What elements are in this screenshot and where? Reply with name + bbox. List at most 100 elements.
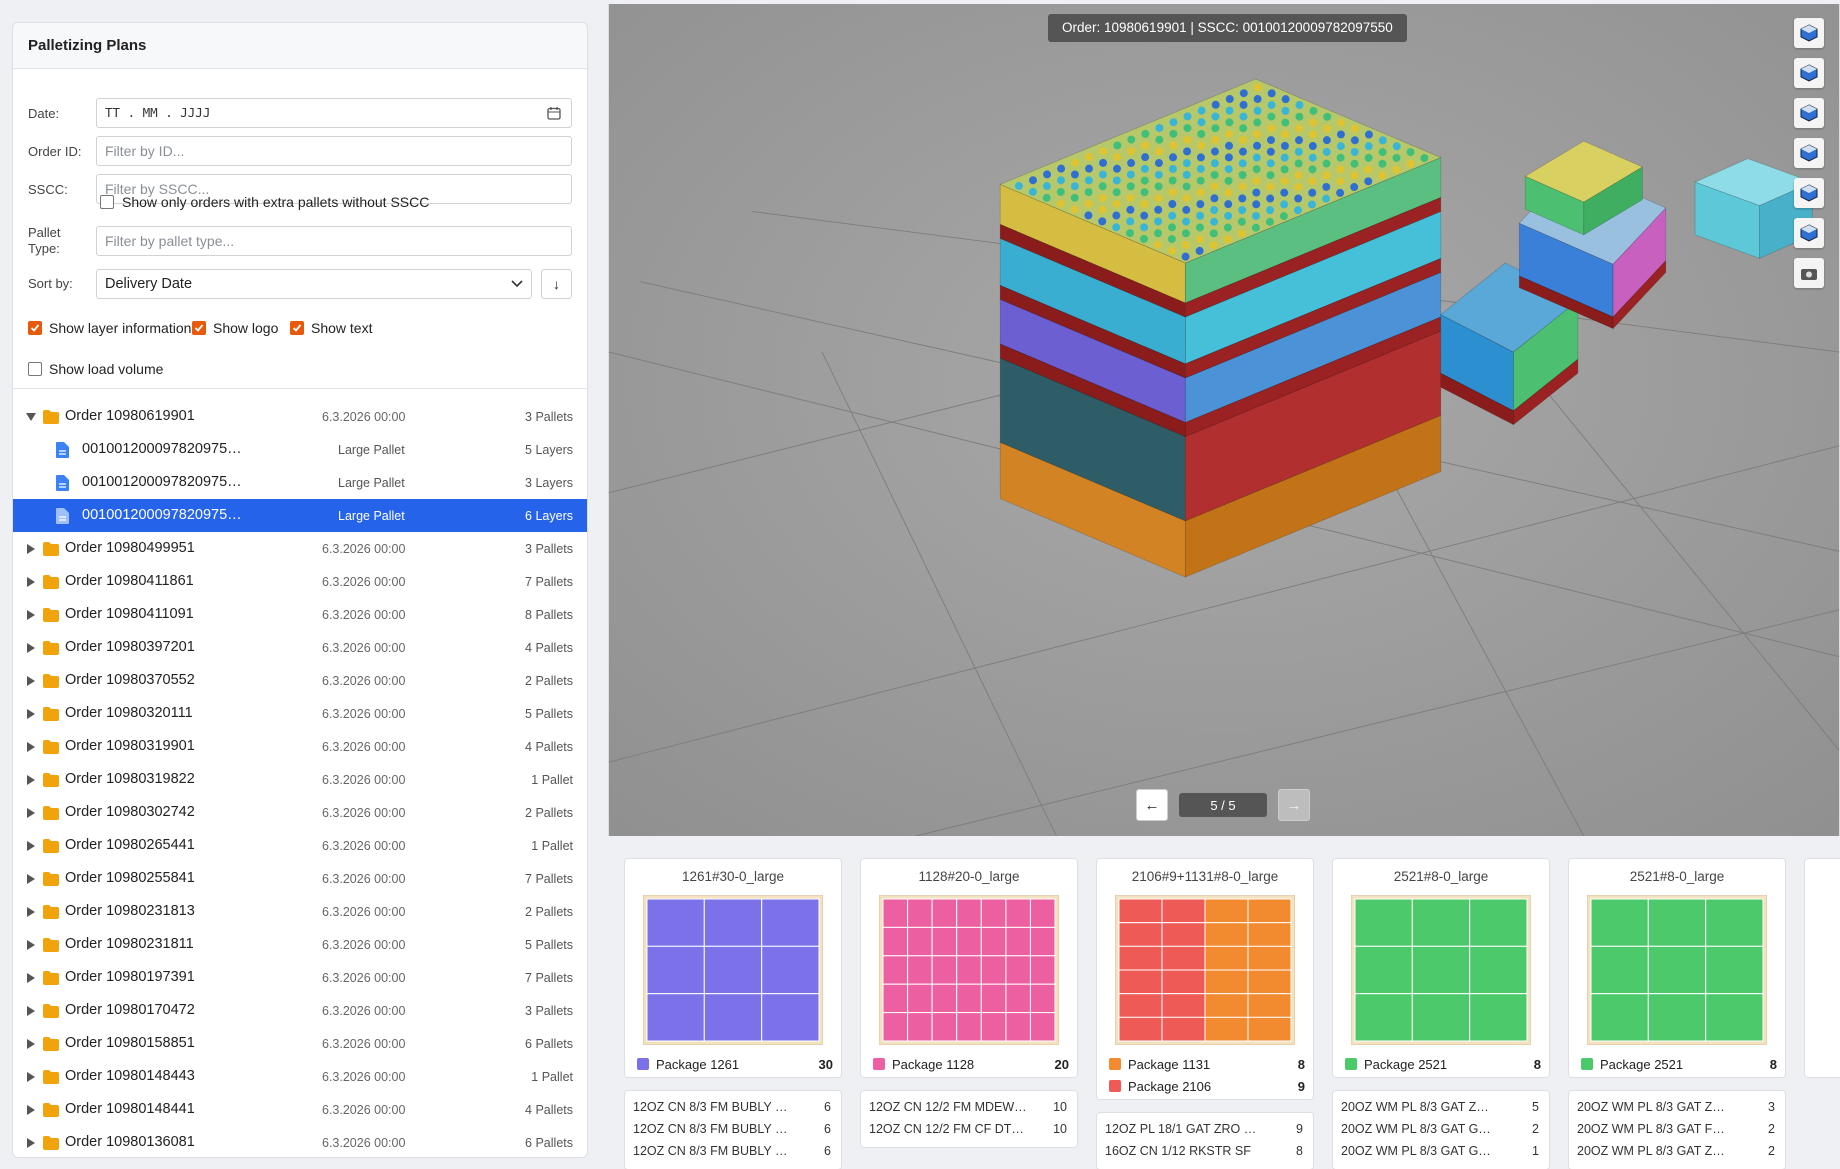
view-button[interactable] bbox=[1794, 18, 1824, 48]
order-row[interactable]: Order 10980148443 6.3.2026 00:00 1 Pallet bbox=[13, 1060, 587, 1093]
bottle-cap bbox=[1140, 176, 1149, 185]
pallet-row[interactable]: 001001200097820975… Large Pallet 5 Layers bbox=[13, 433, 587, 466]
sort-select[interactable]: Delivery Date bbox=[96, 269, 532, 299]
order-row[interactable]: Order 10980319822 6.3.2026 00:00 1 Pallet bbox=[13, 763, 587, 796]
package-cell bbox=[1204, 969, 1249, 995]
order-row[interactable]: Order 10980499951 6.3.2026 00:00 3 Pallets bbox=[13, 532, 587, 565]
bottle-cap bbox=[1322, 147, 1331, 156]
bottle-cap bbox=[1350, 183, 1359, 192]
order-count: 1 Pallet bbox=[531, 773, 573, 787]
sscc-input[interactable]: Filter by SSCC... bbox=[96, 174, 572, 204]
item-name: 20OZ WM PL 8/3 GAT G… bbox=[1341, 1122, 1491, 1136]
order-row[interactable]: Order 10980370552 6.3.2026 00:00 2 Pallets bbox=[13, 664, 587, 697]
order-row[interactable]: Order 10980148441 6.3.2026 00:00 4 Pallets bbox=[13, 1093, 587, 1126]
bottle-cap bbox=[1309, 107, 1318, 115]
sort-direction-button[interactable]: ↓ bbox=[541, 269, 572, 299]
item-qty: 2 bbox=[1768, 1122, 1775, 1136]
option-checkbox[interactable] bbox=[28, 321, 42, 335]
bottle-cap bbox=[1155, 123, 1164, 132]
pallet-layers: 5 Layers bbox=[525, 443, 573, 457]
view-button[interactable] bbox=[1794, 218, 1824, 248]
view-button[interactable] bbox=[1794, 98, 1824, 128]
option-label: Show load volume bbox=[49, 361, 164, 377]
item-name: 20OZ WM PL 8/3 GAT Z… bbox=[1341, 1100, 1489, 1114]
order-row[interactable]: Order 10980411091 6.3.2026 00:00 8 Pallets bbox=[13, 598, 587, 631]
view-button[interactable] bbox=[1794, 58, 1824, 88]
order-row[interactable]: Order 10980319901 6.3.2026 00:00 4 Pallets bbox=[13, 730, 587, 763]
item-name: 12OZ PL 18/1 GAT ZRO … bbox=[1105, 1122, 1257, 1136]
option-label: Show logo bbox=[213, 320, 279, 336]
bottle-cap bbox=[1210, 159, 1219, 168]
view-button[interactable] bbox=[1794, 138, 1824, 168]
package-cell bbox=[646, 945, 705, 995]
order-row[interactable]: Order 10980411861 6.3.2026 00:00 7 Pallets bbox=[13, 565, 587, 598]
caret-shape bbox=[26, 413, 36, 421]
pallet-row[interactable]: 001001200097820975… Large Pallet 6 Layers bbox=[13, 499, 587, 532]
select-chevron bbox=[511, 280, 523, 288]
package-cell bbox=[1647, 945, 1707, 995]
order-input[interactable]: Filter by ID... bbox=[96, 136, 572, 166]
package-cell bbox=[761, 993, 820, 1042]
order-row[interactable]: Order 10980231811 6.3.2026 00:00 5 Pallets bbox=[13, 928, 587, 961]
layer-card[interactable]: 2521#8-0_large Package 2521 8 bbox=[1332, 858, 1550, 1078]
layer-card[interactable]: 2106#9+1131#8-0_large Package 1131 8 Packag… bbox=[1096, 858, 1314, 1100]
order-row[interactable]: Order 10980158851 6.3.2026 00:00 6 Pallets bbox=[13, 1027, 587, 1060]
bottle-cap bbox=[1154, 194, 1163, 203]
caret-shape bbox=[27, 544, 35, 554]
order-name: Order 10980231811 bbox=[65, 936, 194, 952]
pallet-row[interactable]: 001001200097820975… Large Pallet 3 Layers bbox=[13, 466, 587, 499]
option-checkbox[interactable] bbox=[28, 362, 42, 376]
package-cell bbox=[956, 1012, 982, 1042]
order-row[interactable]: Order 10980302742 6.3.2026 00:00 2 Pallets bbox=[13, 796, 587, 829]
package-cell bbox=[1118, 922, 1163, 947]
next-button[interactable]: → bbox=[1278, 789, 1310, 821]
bottle-cap bbox=[1252, 188, 1261, 197]
package-cell bbox=[956, 926, 982, 957]
bottle-cap bbox=[1294, 171, 1303, 180]
order-row[interactable]: Order 10980197391 6.3.2026 00:00 7 Pallets bbox=[13, 961, 587, 994]
bottle-cap bbox=[1336, 165, 1345, 174]
order-row[interactable]: Order 10980265441 6.3.2026 00:00 1 Pallet bbox=[13, 829, 587, 862]
bottle-cap bbox=[1209, 241, 1218, 250]
scene bbox=[608, 4, 1840, 836]
package-cell bbox=[1161, 993, 1206, 1018]
item-qty: 8 bbox=[1296, 1144, 1303, 1158]
bottle-cap bbox=[1281, 106, 1290, 115]
order-count: 8 Pallets bbox=[525, 608, 573, 622]
order-row[interactable]: Order 10980170472 6.3.2026 00:00 3 Pallets bbox=[13, 994, 587, 1027]
bottle-cap bbox=[1098, 170, 1107, 179]
order-row[interactable]: Order 10980231813 6.3.2026 00:00 2 Pallets bbox=[13, 895, 587, 928]
expand-caret bbox=[27, 610, 35, 620]
pallet-type-input[interactable]: Filter by pallet type... bbox=[96, 226, 572, 256]
order-row[interactable]: Order 10980619901 6.3.2026 00:00 3 Pallets bbox=[13, 400, 587, 433]
order-name: Order 10980319901 bbox=[65, 738, 195, 754]
bottle-cap bbox=[1196, 188, 1205, 197]
option-checkbox[interactable] bbox=[290, 321, 304, 335]
extra-checkbox[interactable] bbox=[100, 195, 114, 209]
date-input[interactable]: TT . MM . JJJJ bbox=[96, 98, 572, 128]
bottle-cap bbox=[1253, 83, 1262, 92]
folder-icon bbox=[43, 1037, 59, 1051]
screenshot-button[interactable] bbox=[1794, 258, 1824, 288]
view-button[interactable] bbox=[1794, 178, 1824, 208]
order-row[interactable]: Order 10980255841 6.3.2026 00:00 7 Pallets bbox=[13, 862, 587, 895]
prev-button[interactable]: ← bbox=[1136, 789, 1168, 821]
order-row[interactable]: Order 10980397201 6.3.2026 00:00 4 Pallets bbox=[13, 631, 587, 664]
bottle-cap bbox=[1239, 112, 1248, 121]
expand-caret bbox=[27, 841, 35, 851]
bottle-cap bbox=[1154, 182, 1163, 191]
bottle-cap bbox=[1253, 130, 1262, 139]
bottle-cap bbox=[1223, 235, 1232, 244]
option-checkbox[interactable] bbox=[192, 321, 206, 335]
order-row[interactable]: Order 10980136081 6.3.2026 00:00 6 Pallets bbox=[13, 1126, 587, 1157]
bottle-cap bbox=[1350, 159, 1359, 168]
order-count: 3 Pallets bbox=[525, 1004, 573, 1018]
order-date: 6.3.2026 00:00 bbox=[322, 1037, 406, 1051]
layer-card[interactable]: 2521#8-0_large Package 2521 8 bbox=[1568, 858, 1786, 1078]
order-row[interactable]: Order 10980320111 6.3.2026 00:00 5 Pallets bbox=[13, 697, 587, 730]
layer-card[interactable]: 1261#30-0_large Package 1261 30 bbox=[624, 858, 842, 1078]
package-name: Package 1131 bbox=[1128, 1057, 1211, 1072]
layer-card[interactable]: 1128#20-0_large Package 1128 20 bbox=[860, 858, 1078, 1078]
bottle-cap bbox=[1181, 240, 1190, 249]
caret-shape bbox=[27, 808, 35, 818]
